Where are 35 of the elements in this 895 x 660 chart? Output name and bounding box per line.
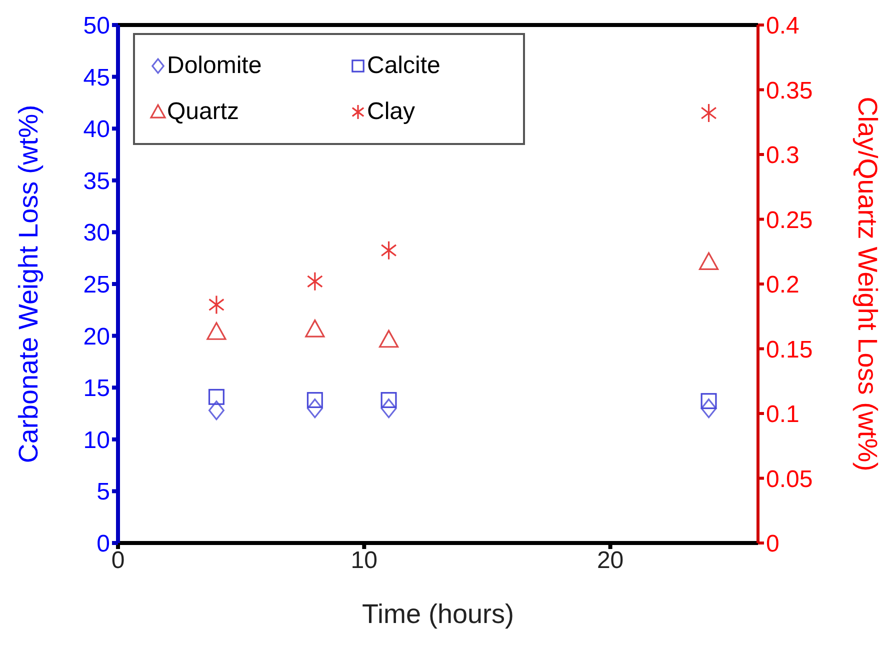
y2-tick-label: 0.25 <box>766 206 813 234</box>
y-axis-title: Carbonate Weight Loss (wt%) <box>14 104 44 464</box>
legend-label: Calcite <box>367 52 440 80</box>
y-tick-label: 35 <box>83 168 110 195</box>
legend-label: Clay <box>367 98 416 126</box>
y2-tick-label: 0.15 <box>766 336 813 364</box>
point <box>208 294 224 315</box>
y2-tick-label: 0.4 <box>766 12 800 40</box>
y-tick-label: 15 <box>83 375 110 402</box>
y-tick-label: 25 <box>83 272 110 299</box>
y2-tick-label: 0.2 <box>766 272 800 299</box>
y2-axis-title: Clay/Quartz Weight Loss (wt%) <box>852 96 882 472</box>
point <box>698 252 719 270</box>
y-tick-label: 5 <box>96 478 110 506</box>
y-tick-label: 30 <box>83 220 110 247</box>
point <box>306 272 323 292</box>
point <box>305 320 325 338</box>
x-tick-label: 20 <box>596 547 624 574</box>
y2-tick-label: 0.05 <box>766 466 813 493</box>
point <box>700 103 717 123</box>
x-axis-title: Time (hours) <box>362 599 514 629</box>
y-tick-label: 50 <box>83 12 110 40</box>
point <box>206 322 226 340</box>
y-tick-label: 45 <box>83 64 110 92</box>
point <box>378 330 399 348</box>
y-tick-label: 10 <box>83 426 110 454</box>
legend-label: Quartz <box>167 98 240 126</box>
y2-tick-label: 0.1 <box>766 401 800 428</box>
y2-tick-label: 0.3 <box>766 142 800 170</box>
y-tick-label: 20 <box>83 323 110 350</box>
legend-label: Dolomite <box>167 52 262 80</box>
y-tick-label: 40 <box>83 116 110 144</box>
point <box>380 240 397 260</box>
x-tick-label: 10 <box>350 547 378 574</box>
y2-tick-label: 0.35 <box>766 77 813 104</box>
